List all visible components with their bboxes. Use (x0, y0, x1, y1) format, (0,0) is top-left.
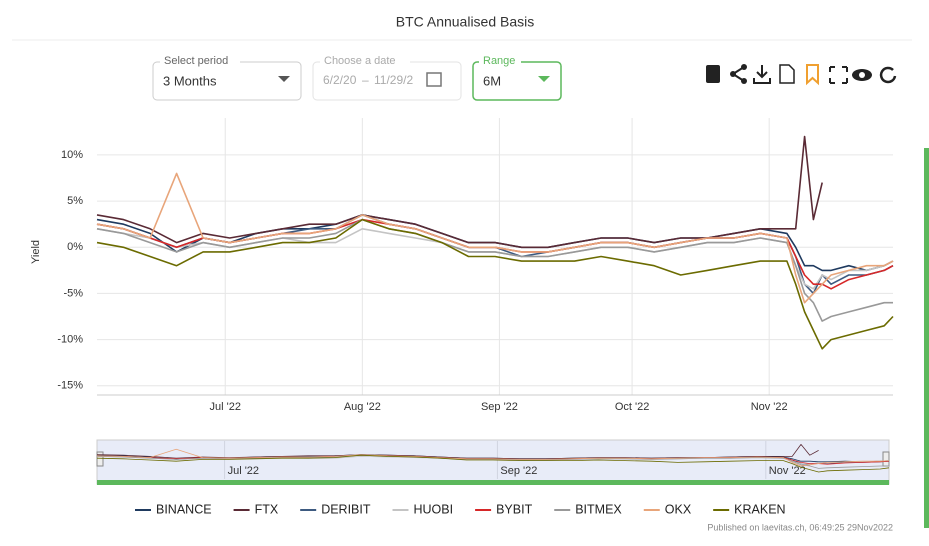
x-tick-label: Sep '22 (481, 401, 518, 413)
period-label: Select period (164, 55, 228, 67)
credit: Published on laevitas.ch, 06:49:25 29Nov… (707, 522, 893, 532)
series-line (96, 218, 894, 290)
label-bg (320, 55, 410, 67)
date-sep: – (362, 73, 369, 87)
series-line (96, 172, 894, 304)
date-label: Choose a date (324, 55, 396, 67)
navigator-handle[interactable] (96, 451, 104, 467)
legend-label[interactable]: BINANCE (156, 502, 212, 516)
legend-label[interactable]: KRAKEN (734, 502, 785, 516)
legend-label[interactable]: HUOBI (414, 502, 454, 516)
range-value: 6M (483, 73, 501, 88)
toolbar (706, 64, 897, 86)
series-line (96, 218, 894, 350)
scroll-indicator (924, 148, 929, 528)
pdf-icon[interactable] (706, 65, 720, 83)
series-line (96, 228, 894, 290)
dropdown-arrow (538, 76, 550, 82)
y-tick-label: 5% (67, 195, 83, 207)
x-tick-label: Nov '22 (751, 401, 788, 413)
series-line (96, 135, 823, 249)
chart-title: BTC Annualised Basis (396, 14, 535, 30)
navigator-line (96, 454, 889, 469)
series-line (96, 214, 894, 295)
date-from: 6/2/20 (323, 73, 357, 87)
share-icon-line (732, 66, 745, 82)
label-bg (160, 55, 240, 67)
date-to: 11/29/2 (374, 73, 413, 87)
eye-pupil (859, 72, 865, 78)
navigator[interactable] (96, 439, 890, 485)
bookmark-icon[interactable] (806, 64, 819, 86)
navigator-line (96, 454, 890, 473)
navigator-tick-label: Nov '22 (769, 465, 806, 477)
x-tick-label: Jul '22 (210, 401, 241, 413)
csv-icon[interactable] (779, 64, 795, 84)
y-tick-label: -10% (57, 334, 83, 346)
legend-label[interactable]: BYBIT (496, 502, 532, 516)
navigator-line (96, 448, 890, 467)
calendar-icon[interactable] (426, 72, 442, 87)
y-tick-label: -5% (63, 287, 83, 299)
period-value: 3 Months (163, 73, 217, 88)
series-line (96, 218, 893, 322)
y-tick-label: 10% (61, 149, 83, 161)
legend-label[interactable]: FTX (255, 502, 279, 516)
label-bg (479, 55, 521, 67)
navigator-scrollbar[interactable] (97, 480, 889, 485)
legend-label[interactable]: OKX (665, 502, 692, 516)
download-icon[interactable] (753, 65, 771, 84)
y-tick-label: 0% (67, 241, 83, 253)
refresh-icon[interactable] (879, 66, 897, 84)
x-tick-label: Aug '22 (344, 401, 381, 413)
navigator-line (96, 444, 819, 460)
legend-label[interactable]: BITMEX (575, 502, 622, 516)
y-axis-title: Yield (30, 240, 42, 264)
x-tick-label: Oct '22 (615, 401, 650, 413)
legend-label[interactable]: DERIBIT (321, 502, 371, 516)
navigator-tick-label: Sep '22 (500, 465, 537, 477)
navigator-handle[interactable] (882, 451, 890, 467)
fullscreen-icon[interactable] (829, 66, 848, 84)
navigator-tick-label: Jul '22 (228, 465, 259, 477)
range-label: Range (483, 55, 515, 67)
dropdown-arrow (278, 76, 290, 82)
y-tick-label: -15% (57, 380, 83, 392)
